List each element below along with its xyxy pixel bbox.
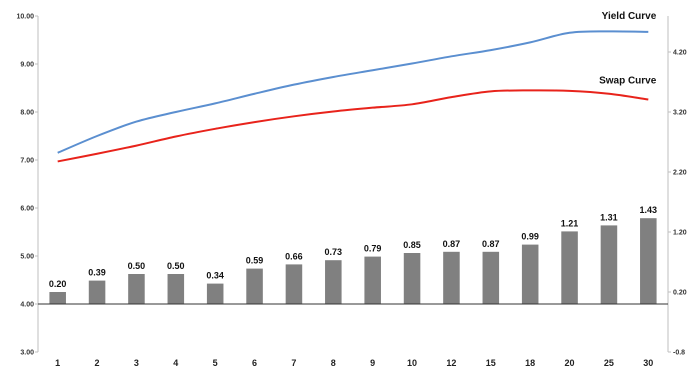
left-tick-label: 3.00 — [20, 350, 34, 357]
x-tick-label: 12 — [446, 358, 456, 368]
bar-10 — [403, 253, 421, 304]
x-tick-label: 30 — [643, 358, 653, 368]
line-series — [57, 30, 649, 163]
bar-value-label: 1.21 — [561, 218, 579, 228]
bar-3 — [128, 274, 145, 304]
bar-9 — [364, 256, 381, 304]
bar-25 — [600, 225, 618, 304]
bar-value-label: 0.50 — [167, 261, 185, 271]
swap-curve-label: Swap Curve — [599, 76, 657, 87]
left-tick-label: 7.00 — [20, 158, 34, 165]
left-tick-label: 9.00 — [20, 62, 34, 69]
x-tick-label: 7 — [291, 358, 296, 368]
x-tick-label: 8 — [331, 358, 336, 368]
right-tick-label: -0.8 — [673, 350, 685, 357]
bar-5 — [206, 283, 224, 304]
x-tick-label: 9 — [370, 358, 375, 368]
bar-value-label: 1.31 — [600, 212, 618, 222]
bar-6 — [246, 268, 263, 304]
bar-7 — [285, 264, 303, 304]
bar-data-labels: 0.20 0.39 0.50 0.50 0.34 0.59 0.66 0.73 0.79 0.85… — [49, 205, 657, 289]
bar-30 — [640, 218, 657, 304]
yield-curve-label: Yield Curve — [602, 11, 657, 22]
bar-value-label: 0.79 — [364, 244, 382, 254]
x-tick-label: 4 — [173, 358, 178, 368]
bar-4 — [167, 274, 185, 304]
left-tick-label: 5.00 — [20, 254, 34, 261]
bar-value-label: 0.50 — [128, 261, 146, 271]
bar-value-label: 0.99 — [521, 232, 539, 242]
series-labels: Yield Curve Swap Curve — [599, 11, 657, 87]
bar-value-label: 0.87 — [482, 239, 500, 249]
bar-2 — [88, 280, 106, 304]
x-tick-label: 3 — [134, 358, 139, 368]
x-tick-label: 5 — [213, 358, 218, 368]
bar-18 — [521, 244, 539, 304]
x-tick-label: 25 — [604, 358, 614, 368]
bar-value-label: 0.73 — [325, 247, 343, 257]
bar-series — [49, 218, 657, 304]
bar-value-label: 0.20 — [49, 279, 67, 289]
right-tick-label: 3.20 — [673, 110, 687, 117]
chart-frame — [37, 16, 669, 352]
x-axis-ticks: 1 2 3 4 5 6 7 8 9 10 12 15 18 20 25 30 — [55, 358, 653, 368]
right-tick-label: 4.20 — [673, 50, 687, 57]
bar-value-label: 0.39 — [88, 268, 106, 278]
x-tick-label: 6 — [252, 358, 257, 368]
left-tick-label: 4.00 — [20, 302, 34, 309]
bar-12 — [443, 251, 460, 304]
bar-15 — [482, 251, 500, 304]
x-tick-label: 20 — [565, 358, 575, 368]
bar-value-label: 0.85 — [403, 240, 421, 250]
bar-8 — [325, 260, 342, 304]
x-tick-label: 10 — [407, 358, 417, 368]
bar-value-label: 0.59 — [246, 256, 264, 266]
right-tick-label: 2.20 — [673, 170, 687, 177]
bar-value-label: 0.66 — [285, 251, 303, 261]
left-tick-label: 8.00 — [20, 110, 34, 117]
swap-curve-line — [57, 89, 649, 163]
x-tick-label: 18 — [525, 358, 535, 368]
right-axis-ticks: -0.8 0.20 1.20 2.20 3.20 4.20 — [668, 50, 687, 357]
bar-value-label: 1.43 — [640, 205, 658, 215]
x-tick-label: 15 — [486, 358, 496, 368]
bar-1 — [49, 292, 66, 304]
right-tick-label: 1.20 — [673, 230, 687, 237]
bar-value-label: 0.87 — [443, 239, 461, 249]
bar-20 — [561, 231, 578, 304]
bar-value-label: 0.34 — [206, 271, 224, 281]
x-tick-label: 1 — [55, 358, 60, 368]
right-tick-label: 0.20 — [673, 290, 687, 297]
left-tick-label: 10.00 — [16, 14, 34, 21]
left-axis-ticks: 3.00 4.00 5.00 6.00 7.00 8.00 9.00 10.00 — [16, 14, 38, 357]
left-tick-label: 6.00 — [20, 206, 34, 213]
yield-curve-line — [57, 30, 649, 154]
x-tick-label: 2 — [95, 358, 100, 368]
